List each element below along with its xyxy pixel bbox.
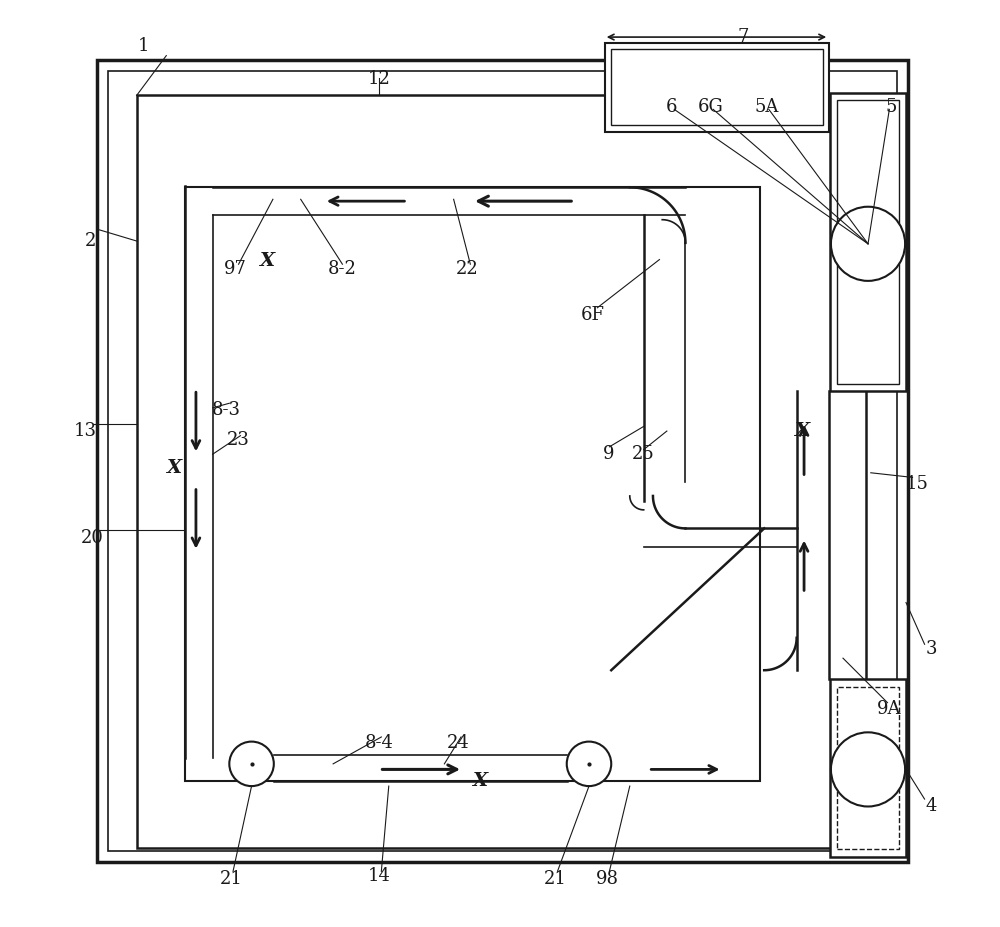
Bar xyxy=(185,187,760,781)
Text: 24: 24 xyxy=(447,734,470,753)
Text: 6G: 6G xyxy=(698,97,723,116)
Circle shape xyxy=(831,207,905,281)
Text: X: X xyxy=(166,459,181,477)
Circle shape xyxy=(831,732,905,806)
Text: 23: 23 xyxy=(227,431,250,450)
Text: 13: 13 xyxy=(74,422,97,440)
Text: 6: 6 xyxy=(666,97,677,116)
Circle shape xyxy=(567,742,611,786)
Bar xyxy=(108,71,897,851)
Bar xyxy=(837,687,899,849)
Text: 7: 7 xyxy=(737,28,749,46)
Text: 8-2: 8-2 xyxy=(328,260,357,278)
Text: X: X xyxy=(794,422,809,440)
Text: X: X xyxy=(472,771,487,790)
Text: 97: 97 xyxy=(224,260,247,278)
Text: 1: 1 xyxy=(137,37,149,56)
Text: 21: 21 xyxy=(220,870,243,888)
Text: 5A: 5A xyxy=(755,97,779,116)
Text: 8-3: 8-3 xyxy=(212,400,241,419)
Text: 98: 98 xyxy=(596,870,619,888)
Text: 3: 3 xyxy=(925,640,937,658)
Bar xyxy=(830,93,906,391)
Bar xyxy=(830,679,906,857)
Circle shape xyxy=(229,742,274,786)
Text: 2: 2 xyxy=(85,232,96,250)
Text: 20: 20 xyxy=(81,528,104,547)
Text: 5: 5 xyxy=(886,97,897,116)
Text: 9: 9 xyxy=(603,445,614,464)
Text: 8-4: 8-4 xyxy=(365,734,394,753)
Text: 6F: 6F xyxy=(581,306,605,324)
Bar xyxy=(137,95,866,848)
Bar xyxy=(611,49,823,125)
Bar xyxy=(97,60,908,862)
Text: 25: 25 xyxy=(632,445,655,464)
Text: 22: 22 xyxy=(456,260,479,278)
Text: 12: 12 xyxy=(368,70,391,88)
Text: 15: 15 xyxy=(906,475,929,493)
Bar xyxy=(605,43,829,132)
Text: 4: 4 xyxy=(925,797,937,816)
Bar xyxy=(837,100,899,384)
Text: 9A: 9A xyxy=(877,700,902,718)
Text: 21: 21 xyxy=(544,870,567,888)
Text: X: X xyxy=(259,252,274,271)
Text: 14: 14 xyxy=(368,867,391,885)
